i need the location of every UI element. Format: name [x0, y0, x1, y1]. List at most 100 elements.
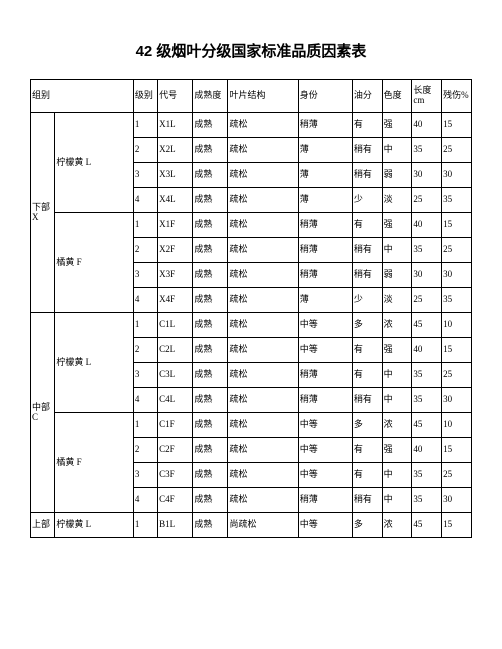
- cell-length: 35: [412, 463, 442, 488]
- cell-length: 45: [412, 413, 442, 438]
- cell-identity: 中等: [298, 413, 352, 438]
- cell-length: 35: [412, 388, 442, 413]
- cell-length: 35: [412, 363, 442, 388]
- cell-identity: 稍薄: [298, 388, 352, 413]
- cell-damage: 25: [442, 363, 472, 388]
- cell-code: C4L: [158, 388, 193, 413]
- cell-maturity: 成熟: [193, 488, 228, 513]
- cell-color: 淡: [382, 288, 412, 313]
- group-main: 下部X: [31, 113, 55, 313]
- cell-damage: 15: [442, 213, 472, 238]
- cell-level: 3: [133, 263, 157, 288]
- table-row: 橘黄 F1X1F成熟疏松稍薄有强4015: [31, 213, 472, 238]
- cell-damage: 35: [442, 188, 472, 213]
- group-main: 上部: [31, 513, 55, 538]
- cell-maturity: 成熟: [193, 138, 228, 163]
- cell-color: 浓: [382, 513, 412, 538]
- cell-maturity: 成熟: [193, 338, 228, 363]
- cell-maturity: 成熟: [193, 513, 228, 538]
- cell-maturity: 成熟: [193, 213, 228, 238]
- cell-code: C1F: [158, 413, 193, 438]
- cell-structure: 疏松: [228, 388, 298, 413]
- cell-color: 中: [382, 138, 412, 163]
- cell-level: 4: [133, 188, 157, 213]
- cell-structure: 疏松: [228, 413, 298, 438]
- cell-length: 45: [412, 313, 442, 338]
- cell-length: 40: [412, 338, 442, 363]
- cell-structure: 疏松: [228, 338, 298, 363]
- cell-length: 40: [412, 438, 442, 463]
- cell-length: 45: [412, 513, 442, 538]
- cell-identity: 薄: [298, 188, 352, 213]
- cell-level: 1: [133, 513, 157, 538]
- cell-damage: 15: [442, 438, 472, 463]
- cell-code: C4F: [158, 488, 193, 513]
- cell-structure: 疏松: [228, 438, 298, 463]
- cell-structure: 疏松: [228, 163, 298, 188]
- cell-maturity: 成熟: [193, 388, 228, 413]
- cell-code: X2L: [158, 138, 193, 163]
- cell-structure: 疏松: [228, 313, 298, 338]
- cell-level: 4: [133, 488, 157, 513]
- cell-level: 1: [133, 313, 157, 338]
- cell-color: 浓: [382, 313, 412, 338]
- cell-code: C1L: [158, 313, 193, 338]
- cell-oil: 多: [352, 413, 382, 438]
- cell-code: C3F: [158, 463, 193, 488]
- cell-oil: 稍有: [352, 488, 382, 513]
- col-level: 级别: [133, 80, 157, 113]
- cell-color: 强: [382, 213, 412, 238]
- cell-maturity: 成熟: [193, 163, 228, 188]
- cell-damage: 30: [442, 163, 472, 188]
- cell-level: 4: [133, 288, 157, 313]
- cell-maturity: 成熟: [193, 438, 228, 463]
- cell-color: 中: [382, 363, 412, 388]
- table-row: 下部X柠檬黄 L1X1L成熟疏松稍薄有强4015: [31, 113, 472, 138]
- cell-oil: 稍有: [352, 388, 382, 413]
- cell-structure: 疏松: [228, 288, 298, 313]
- cell-oil: 有: [352, 113, 382, 138]
- col-group: 组别: [31, 80, 134, 113]
- cell-oil: 稍有: [352, 238, 382, 263]
- cell-maturity: 成熟: [193, 413, 228, 438]
- cell-structure: 疏松: [228, 113, 298, 138]
- cell-structure: 疏松: [228, 463, 298, 488]
- cell-damage: 25: [442, 463, 472, 488]
- cell-identity: 中等: [298, 338, 352, 363]
- cell-maturity: 成熟: [193, 363, 228, 388]
- cell-color: 中: [382, 463, 412, 488]
- cell-structure: 疏松: [228, 188, 298, 213]
- cell-level: 2: [133, 138, 157, 163]
- cell-length: 40: [412, 213, 442, 238]
- cell-oil: 有: [352, 338, 382, 363]
- table-row: 上部柠檬黄 L1B1L成熟尚疏松中等多浓4515: [31, 513, 472, 538]
- col-oil: 油分: [352, 80, 382, 113]
- group-sub: 柠檬黄 L: [55, 513, 133, 538]
- col-length: 长度cm: [412, 80, 442, 113]
- cell-oil: 稍有: [352, 138, 382, 163]
- cell-maturity: 成熟: [193, 263, 228, 288]
- cell-structure: 疏松: [228, 263, 298, 288]
- cell-level: 1: [133, 113, 157, 138]
- cell-structure: 疏松: [228, 213, 298, 238]
- group-sub: 柠檬黄 L: [55, 113, 133, 213]
- col-structure: 叶片结构: [228, 80, 298, 113]
- cell-length: 30: [412, 163, 442, 188]
- cell-code: C2L: [158, 338, 193, 363]
- cell-damage: 25: [442, 238, 472, 263]
- cell-structure: 尚疏松: [228, 513, 298, 538]
- cell-structure: 疏松: [228, 238, 298, 263]
- cell-oil: 稍有: [352, 263, 382, 288]
- col-maturity: 成熟度: [193, 80, 228, 113]
- cell-identity: 稍薄: [298, 238, 352, 263]
- cell-maturity: 成熟: [193, 188, 228, 213]
- cell-identity: 薄: [298, 163, 352, 188]
- cell-color: 弱: [382, 263, 412, 288]
- cell-damage: 35: [442, 288, 472, 313]
- table-row: 中部C柠檬黄 L1C1L成熟疏松中等多浓4510: [31, 313, 472, 338]
- cell-identity: 稍薄: [298, 213, 352, 238]
- cell-damage: 30: [442, 263, 472, 288]
- cell-oil: 少: [352, 288, 382, 313]
- cell-length: 35: [412, 138, 442, 163]
- cell-oil: 有: [352, 463, 382, 488]
